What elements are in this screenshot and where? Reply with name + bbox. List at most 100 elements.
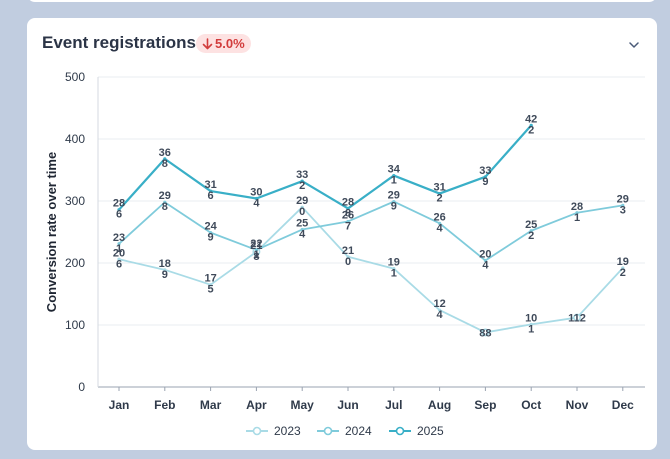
data-point	[481, 328, 490, 337]
y-tick-label: 100	[65, 318, 85, 332]
legend-marker	[252, 426, 262, 436]
data-label: 29 9	[388, 190, 400, 213]
data-label: 19 2	[617, 256, 629, 279]
y-axis-title: Conversion rate over time	[44, 152, 59, 312]
data-label: 21 0	[342, 245, 354, 268]
data-point	[483, 258, 487, 263]
data-label: 21 8	[250, 240, 262, 263]
legend-label: 2025	[417, 424, 444, 438]
event-registrations-card: Event registrations 5.0%	[27, 18, 657, 450]
x-tick-label: Oct	[521, 398, 541, 412]
data-point	[209, 189, 213, 193]
data-label: 20 6	[113, 247, 125, 270]
data-point	[621, 266, 625, 270]
x-tick-label: Jul	[385, 398, 402, 412]
legend-marker	[323, 426, 333, 436]
data-point	[529, 123, 533, 127]
card-title: Event registrations	[42, 33, 196, 52]
data-label: 19 1	[388, 257, 400, 280]
data-point	[573, 313, 581, 322]
data-point	[300, 205, 304, 209]
data-point	[163, 157, 167, 161]
data-label: 18 9	[159, 258, 171, 281]
y-tick-label: 400	[65, 132, 85, 146]
data-point	[209, 283, 213, 287]
data-point	[300, 227, 304, 232]
y-tick-label: 500	[65, 70, 85, 84]
data-label: 29 8	[159, 190, 171, 213]
chevron-down-icon[interactable]	[627, 38, 641, 52]
data-point	[483, 175, 487, 179]
data-label: 17 5	[204, 273, 216, 296]
data-point	[392, 200, 396, 204]
data-label: 36 8	[159, 147, 171, 170]
data-point	[438, 221, 442, 225]
data-point	[300, 179, 304, 183]
data-label: 10 1	[525, 312, 537, 335]
data-point	[346, 219, 350, 224]
x-tick-label: Sep	[474, 398, 496, 412]
series-line-2025	[118, 124, 533, 211]
data-label: 29 0	[296, 195, 308, 218]
data-point	[163, 268, 167, 272]
change-badge: 5.0%	[196, 34, 251, 53]
data-label: 33 9	[479, 165, 491, 188]
data-label: 31 2	[433, 182, 445, 205]
change-value: 5.0%	[215, 36, 245, 51]
data-point	[438, 308, 442, 312]
data-point	[529, 322, 533, 326]
data-point	[209, 231, 213, 235]
data-label: 26 7	[342, 209, 354, 232]
x-tick-label: Dec	[612, 398, 634, 412]
data-label: 25 4	[296, 218, 308, 241]
data-label: 25 2	[525, 219, 537, 242]
data-label: 31 6	[204, 179, 216, 202]
x-tick-label: Feb	[154, 398, 175, 412]
data-point	[621, 203, 625, 207]
y-tick-label: 200	[65, 256, 85, 270]
data-label: 42 2	[525, 113, 537, 136]
data-label: 26 4	[433, 211, 445, 234]
data-label: 28 8	[342, 196, 354, 219]
data-label: 20 4	[479, 249, 491, 272]
data-point	[163, 200, 167, 204]
data-point	[438, 191, 442, 196]
data-label: 22 1	[250, 238, 262, 261]
data-point	[392, 266, 396, 271]
y-tick-label: 300	[65, 194, 85, 208]
data-point	[575, 211, 579, 215]
series-line-2024	[118, 200, 623, 262]
legend-marker	[395, 426, 405, 436]
legend-label: 2023	[274, 424, 301, 438]
data-point	[346, 206, 350, 211]
y-tick-label: 0	[78, 380, 85, 394]
data-label: 88	[479, 327, 491, 339]
x-tick-label: Apr	[246, 398, 267, 412]
x-tick-label: Jun	[337, 398, 358, 412]
arrow-down-icon	[202, 37, 213, 50]
data-label: 24 9	[204, 221, 217, 244]
series-line-2023	[118, 206, 624, 334]
x-tick-label: Mar	[200, 398, 222, 412]
data-point	[392, 173, 396, 178]
data-label: 28 1	[571, 201, 583, 224]
data-point	[117, 208, 121, 212]
data-label: 12 4	[433, 298, 445, 321]
data-point	[117, 257, 121, 261]
data-point	[254, 248, 258, 252]
legend-label: 2024	[345, 424, 372, 438]
data-point	[254, 196, 258, 201]
data-label: 30 4	[250, 187, 262, 210]
data-point	[529, 229, 533, 233]
data-label: 34 1	[388, 164, 401, 187]
data-label: 28 6	[113, 198, 125, 221]
data-label: 33 2	[296, 169, 308, 192]
data-point	[117, 242, 121, 246]
data-label: 29 3	[617, 193, 629, 216]
previous-card	[27, 0, 657, 2]
data-label: 23 1	[113, 232, 125, 255]
data-point	[346, 255, 350, 259]
x-tick-label: Aug	[428, 398, 451, 412]
x-tick-label: Nov	[566, 398, 589, 412]
